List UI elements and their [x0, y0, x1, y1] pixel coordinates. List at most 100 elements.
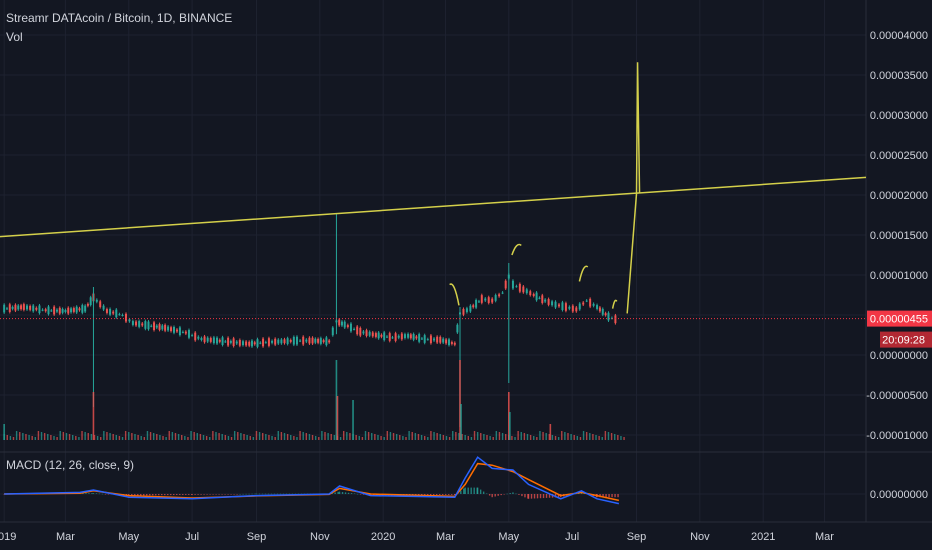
last-price-text: 0.00000455 [870, 314, 928, 326]
price-candle [522, 286, 525, 293]
volume-bar [579, 437, 582, 440]
macd-histogram-bar [140, 494, 142, 496]
volume-bar [483, 434, 485, 440]
macd-histogram-bar [356, 493, 359, 495]
volume-bar [324, 432, 326, 440]
macd-histogram-bar [334, 492, 336, 494]
price-candle [277, 339, 280, 344]
volume-bar [137, 435, 139, 440]
price-candle [596, 305, 599, 309]
macd-histogram-bar [473, 487, 475, 494]
macd-histogram-bar [203, 494, 205, 495]
volume-bar [50, 435, 52, 440]
macd-histogram-bar [221, 494, 223, 495]
volume-bar [71, 435, 74, 440]
macd-histogram-bar [285, 493, 288, 495]
macd-histogram-bar [362, 494, 365, 495]
price-candle [465, 308, 468, 313]
macd-histogram-bar [497, 494, 499, 496]
price-candle [86, 303, 89, 306]
volume-bar [427, 437, 429, 440]
volume-bar [305, 433, 308, 440]
price-candle [436, 336, 439, 343]
price-candle [64, 310, 67, 312]
price-candle [484, 298, 487, 301]
macd-histogram-bar [185, 494, 187, 495]
price-candle [299, 340, 302, 342]
macd-histogram-bar [470, 487, 472, 494]
volume-bar [595, 435, 597, 440]
price-candle [197, 336, 200, 339]
price-candle [568, 306, 571, 309]
volume-bar [78, 437, 80, 440]
price-candle [607, 312, 610, 321]
volume-bar [610, 433, 613, 440]
volume-bar [68, 434, 71, 440]
price-axis-tick-label: 0.00002500 [870, 150, 928, 162]
macd-histogram-bar [447, 494, 450, 495]
macd-histogram-bar [236, 494, 238, 495]
macd-histogram-bar [515, 493, 517, 495]
volume-bar [205, 436, 208, 440]
volume-bar [492, 437, 494, 440]
price-candle [41, 309, 44, 311]
price-candle [128, 319, 131, 322]
volume-bar [25, 434, 27, 440]
price-candle [181, 331, 184, 333]
price-candle [501, 292, 504, 294]
volume-bar [174, 433, 177, 440]
volume-bar [262, 433, 264, 440]
price-candle [412, 333, 415, 340]
price-candle [50, 310, 53, 312]
price-candle [135, 321, 138, 326]
volume-bar [592, 434, 594, 440]
volume-bar [193, 432, 195, 440]
price-candle [11, 306, 14, 309]
trendline [0, 176, 867, 238]
volume-bar [318, 437, 320, 440]
price-candle [44, 309, 47, 312]
price-candle [450, 342, 453, 344]
macd-axis-tick-label: 0.00000000 [870, 489, 928, 501]
volume-bar [445, 436, 448, 440]
macd-histogram-bar [539, 494, 542, 499]
volume-label: Vol [6, 30, 23, 44]
macd-histogram-bar [82, 493, 84, 494]
volume-bar [529, 435, 532, 440]
macd-histogram-bar [176, 494, 178, 495]
volume-bar [614, 434, 616, 440]
time-axis-tick-label: Jul [185, 531, 199, 543]
volume-bar [570, 434, 572, 440]
macd-histogram-bar [506, 493, 508, 495]
volume-bar [520, 432, 522, 440]
volume-bar [489, 436, 491, 440]
price-candle [245, 341, 248, 346]
volume-bar [258, 432, 261, 440]
volume-bar [448, 437, 451, 440]
price-candle [518, 283, 521, 292]
volume-bar [461, 434, 463, 440]
price-candle [170, 327, 173, 332]
price-candle [433, 338, 436, 341]
volume-bar [184, 436, 186, 440]
time-axis-tick-label: 2019 [0, 531, 16, 543]
volume-bar [81, 431, 83, 440]
volume-bar [124, 431, 127, 440]
volume-bar [321, 431, 323, 440]
price-axis-tick-label: 0.00002000 [870, 190, 928, 202]
time-axis-tick-label: Nov [310, 531, 330, 543]
price-candle [504, 280, 507, 289]
price-candle [221, 337, 224, 345]
macd-histogram-bar [134, 494, 136, 496]
macd-histogram-bar [170, 494, 172, 496]
macd-histogram-bar [512, 492, 514, 494]
price-candle [144, 321, 147, 329]
macd-histogram-bar [479, 489, 482, 494]
macd-histogram-bar [542, 494, 545, 499]
price-candle [105, 309, 108, 313]
volume-bar [542, 432, 544, 440]
price-candle [403, 334, 406, 339]
volume-bar [554, 436, 557, 440]
macd-histogram-bar [137, 494, 139, 496]
